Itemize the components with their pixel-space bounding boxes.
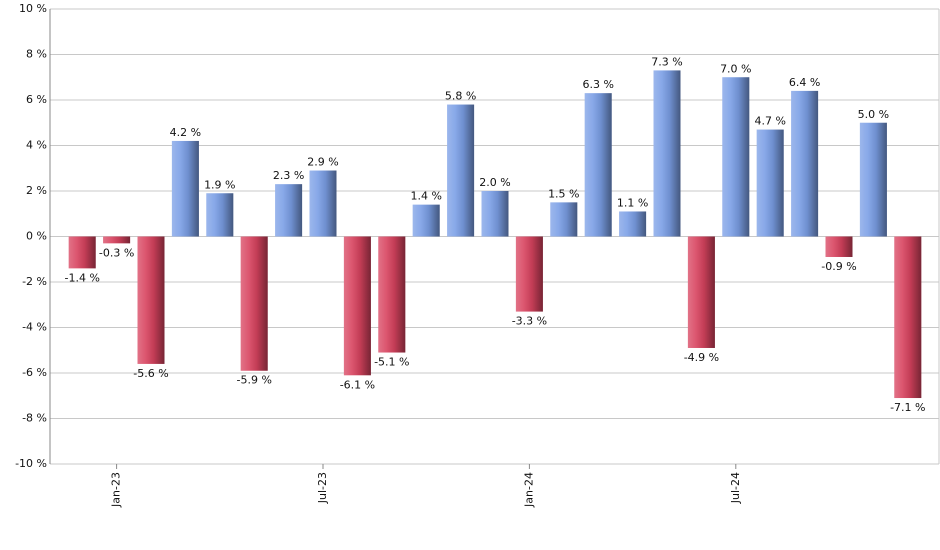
value-label: -6.1 % xyxy=(340,378,375,391)
value-label: -7.1 % xyxy=(890,401,925,414)
y-tick-label: 6 % xyxy=(26,93,47,106)
bar xyxy=(481,191,509,237)
y-tick-label: 2 % xyxy=(26,184,47,197)
bar xyxy=(343,236,371,376)
bar xyxy=(825,236,853,257)
bar xyxy=(137,236,165,364)
value-label: 1.4 % xyxy=(410,190,441,203)
y-tick-label: 0 % xyxy=(26,230,47,243)
x-tick-label: Jan-24 xyxy=(522,472,535,508)
y-tick-label: -10 % xyxy=(15,457,47,470)
bar xyxy=(619,211,647,237)
bar xyxy=(550,202,578,237)
bar xyxy=(171,140,199,237)
value-label: 2.0 % xyxy=(479,176,510,189)
bar xyxy=(378,236,406,353)
bar xyxy=(687,236,715,348)
y-tick-label: -8 % xyxy=(22,412,47,425)
value-label: 5.0 % xyxy=(858,108,889,121)
bar xyxy=(894,236,922,399)
value-label: 6.3 % xyxy=(582,78,613,91)
y-tick-label: -4 % xyxy=(22,321,47,334)
y-tick-label: 10 % xyxy=(19,2,47,15)
bar xyxy=(515,236,543,312)
bar xyxy=(412,204,440,237)
value-label: 4.7 % xyxy=(754,115,785,128)
y-tick-label: 8 % xyxy=(26,48,47,61)
bar xyxy=(722,77,750,237)
value-label: 1.1 % xyxy=(617,196,648,209)
value-label: -0.9 % xyxy=(821,260,856,273)
bar xyxy=(206,193,234,237)
bar xyxy=(103,236,131,244)
bar xyxy=(756,129,784,237)
x-tick-label: Jul-23 xyxy=(316,472,329,504)
value-label: -4.9 % xyxy=(684,351,719,364)
bar xyxy=(653,70,681,237)
value-label: 7.3 % xyxy=(651,55,682,68)
bar xyxy=(68,236,96,269)
value-label: 7.0 % xyxy=(720,62,751,75)
y-tick-label: -2 % xyxy=(22,275,47,288)
value-label: 5.8 % xyxy=(445,90,476,103)
value-label: 2.3 % xyxy=(273,169,304,182)
bar xyxy=(791,90,819,237)
value-label: -5.6 % xyxy=(133,367,168,380)
value-label: 4.2 % xyxy=(170,126,201,139)
value-label: -3.3 % xyxy=(512,315,547,328)
y-tick-label: 4 % xyxy=(26,139,47,152)
bar xyxy=(447,104,475,237)
x-tick-label: Jul-24 xyxy=(729,472,742,504)
value-label: -1.4 % xyxy=(64,271,99,284)
x-tick-label: Jan-23 xyxy=(110,472,123,508)
bar xyxy=(240,236,268,371)
value-label: -5.9 % xyxy=(236,374,271,387)
value-label: 1.9 % xyxy=(204,178,235,191)
y-tick-label: -6 % xyxy=(22,366,47,379)
value-label: 2.9 % xyxy=(307,156,338,169)
value-label: 6.4 % xyxy=(789,76,820,89)
value-label: 1.5 % xyxy=(548,187,579,200)
bar xyxy=(584,93,612,237)
bar xyxy=(859,122,887,237)
value-label: -0.3 % xyxy=(99,246,134,259)
value-label: -5.1 % xyxy=(374,356,409,369)
bar xyxy=(275,184,303,237)
bar xyxy=(309,170,337,237)
